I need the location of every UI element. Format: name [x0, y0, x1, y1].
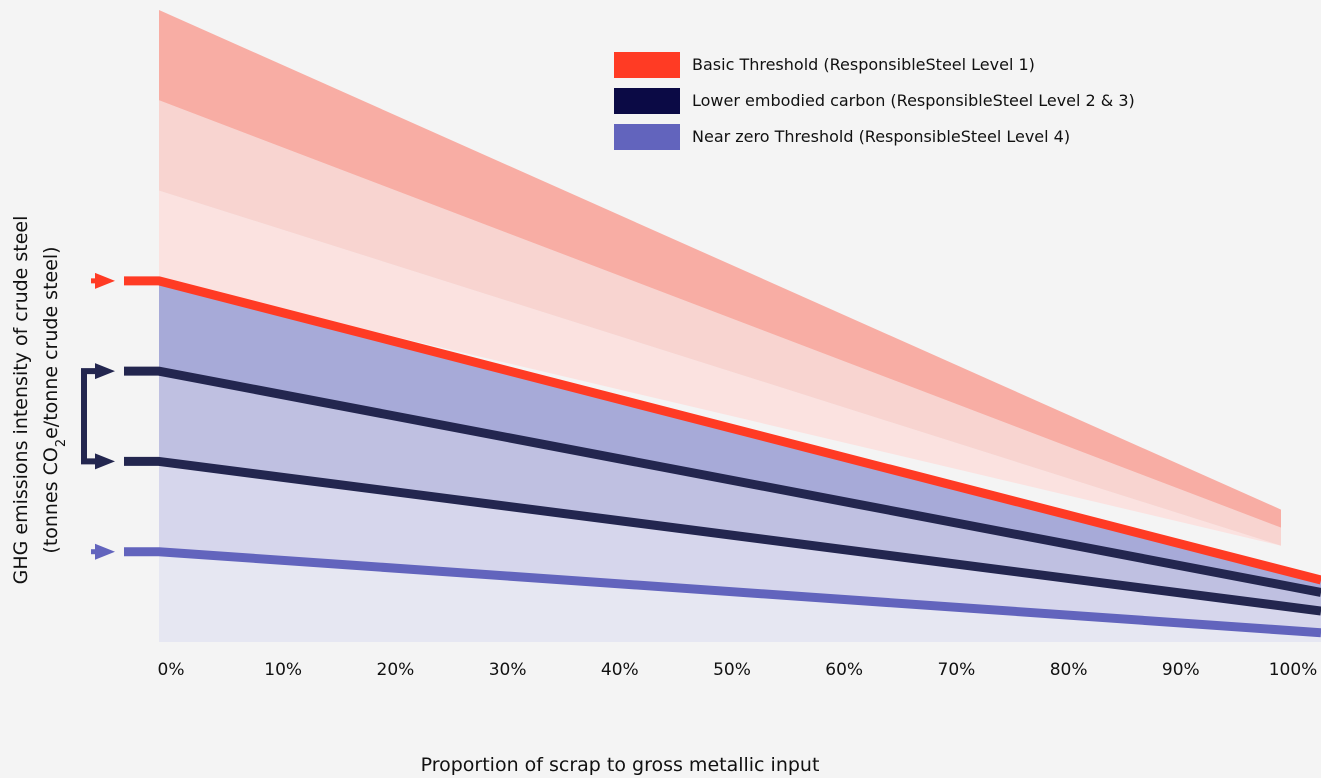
near-zero-marker-arrow: [95, 543, 115, 560]
band-above-2: [159, 100, 1281, 546]
x-axis-title: Proportion of scrap to gross metallic in…: [421, 754, 820, 776]
band-above-1: [159, 190, 1281, 546]
y-axis-title-line2: (tonnes CO2e/tonne crude steel): [40, 246, 69, 553]
x-tick-label: 90%: [1162, 660, 1200, 680]
legend-swatch-2: [614, 88, 680, 114]
series-line-2: [124, 366, 1321, 597]
series-line-3: [124, 456, 1321, 616]
y-axis-title-subscript: 2: [54, 439, 69, 447]
legend-label-1: Basic Threshold (ResponsibleSteel Level …: [692, 55, 1035, 74]
lower-carbon-bracket: [81, 368, 100, 465]
series-line-1: [124, 276, 1321, 585]
x-tick-label: 50%: [713, 660, 751, 680]
series-line-4: [124, 547, 1321, 638]
x-tick-label: 0%: [158, 660, 185, 680]
x-tick-label: 80%: [1050, 660, 1088, 680]
y-axis-title: GHG emissions intensity of crude steel (…: [10, 216, 69, 585]
x-axis-ticks: 0% 10% 20% 30% 40% 50% 60% 70% 80% 90% 100%: [158, 660, 1318, 680]
band-above-3: [159, 10, 1281, 528]
lower-carbon-arrow-top: [95, 363, 115, 380]
threshold-markers: [81, 272, 115, 560]
y-axis-title-suffix: e/tonne crude steel): [40, 246, 62, 439]
legend: Basic Threshold (ResponsibleSteel Level …: [614, 52, 1135, 150]
lower-carbon-arrow-bottom: [95, 453, 115, 470]
basic-marker-arrow: [95, 272, 115, 289]
x-tick-label: 40%: [601, 660, 639, 680]
legend-swatch-1: [614, 52, 680, 78]
y-axis-title-line1: GHG emissions intensity of crude steel: [10, 216, 32, 585]
x-tick-label: 10%: [264, 660, 302, 680]
x-tick-label: 20%: [377, 660, 415, 680]
legend-swatch-3: [614, 124, 680, 150]
x-tick-label: 60%: [825, 660, 863, 680]
x-tick-label: 70%: [938, 660, 976, 680]
x-tick-label: 30%: [489, 660, 527, 680]
legend-label-3: Near zero Threshold (ResponsibleSteel Le…: [692, 127, 1070, 146]
series-lines-layer: [124, 276, 1321, 638]
x-tick-label: 100%: [1269, 660, 1318, 680]
legend-label-2: Lower embodied carbon (ResponsibleSteel …: [692, 91, 1135, 110]
y-axis-title-prefix: (tonnes CO: [40, 447, 62, 553]
